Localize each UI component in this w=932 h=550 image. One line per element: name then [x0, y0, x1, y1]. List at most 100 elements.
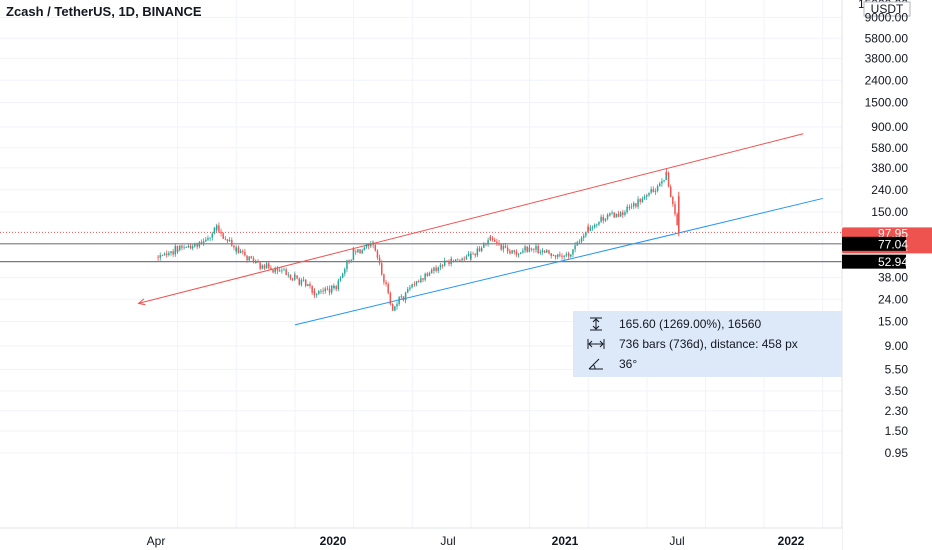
trend-channel[interactable] [137, 133, 823, 326]
candle-body [611, 212, 613, 214]
candle-body [179, 245, 181, 250]
candle-body [313, 290, 316, 296]
candle-body [285, 269, 287, 275]
angle-icon [588, 358, 603, 370]
candle-body [563, 255, 565, 257]
candle-body [296, 275, 298, 279]
candle-body [170, 251, 172, 253]
price-axis[interactable]: 15000.00USDT9000.005800.003800.002400.00… [841, 0, 932, 550]
candle-body [333, 286, 335, 288]
candle-body [237, 247, 240, 254]
level-badge[interactable] [842, 254, 906, 269]
price-tick-label: 24.00 [878, 292, 908, 306]
candle-body [498, 243, 500, 245]
price-axis-bg [842, 0, 932, 550]
price-tick-label: 9.00 [885, 339, 909, 353]
candle-body [202, 241, 205, 244]
candle-body [374, 245, 377, 251]
candle-body [168, 252, 170, 255]
candle-body [624, 212, 626, 215]
candle-body [235, 247, 238, 252]
candle-body [320, 290, 322, 292]
candle-body [539, 252, 542, 253]
time-tick-label: Apr [147, 534, 166, 548]
candle-body [268, 263, 270, 268]
candle-body [641, 198, 644, 202]
candle-body [350, 260, 352, 263]
measure-price-row: 165.60 (1269.00%), 16560 [573, 314, 761, 334]
horizontal-levels[interactable] [0, 243, 842, 263]
candle-body [600, 216, 602, 222]
candle-body [396, 303, 398, 307]
candle-body [318, 290, 320, 295]
candle-body [567, 253, 570, 257]
candle-body [574, 245, 576, 250]
symbol-title[interactable]: Zcash / TetherUS, 1D, BINANCE [6, 4, 202, 19]
candle-body [411, 284, 413, 286]
candle-body [242, 250, 244, 252]
candle-body [528, 247, 531, 250]
price-tick-label: 38.00 [878, 270, 908, 284]
candle-body [448, 261, 450, 264]
candle-body [341, 273, 344, 278]
candle-body [585, 232, 587, 236]
candle-body [330, 285, 333, 293]
time-tick-label: Jul [669, 534, 684, 548]
candle-body [435, 267, 437, 271]
candle-body [355, 251, 357, 253]
candle-body [589, 227, 592, 231]
candle-body [302, 279, 305, 281]
candle-body [420, 278, 422, 283]
candle-body [387, 283, 389, 294]
candle-body [676, 213, 678, 226]
candle-body [359, 249, 361, 254]
candle-body [502, 246, 505, 250]
level-badge[interactable] [842, 236, 906, 251]
candle-body [259, 262, 261, 269]
candle-body [176, 249, 179, 252]
price-tick-label: 0.95 [885, 446, 909, 460]
candle-body [474, 253, 476, 256]
candle-body [265, 263, 268, 269]
candle-body [389, 293, 392, 305]
candle-body [483, 243, 485, 248]
time-axis[interactable]: Apr 2020 Jul 2021 Jul 2022 [0, 527, 842, 550]
candle-body [665, 172, 667, 181]
candle-body [617, 213, 620, 217]
candle-body [352, 249, 355, 252]
candle-body [159, 255, 161, 258]
candle-body [181, 245, 183, 248]
candle-body [252, 258, 255, 263]
price-tick-label: 900.00 [871, 120, 908, 134]
currency-box[interactable] [863, 1, 911, 17]
candle-body [233, 245, 235, 248]
measure-bars: 736 bars (736d), distance: 458 px [619, 337, 798, 351]
candle-body [250, 256, 253, 259]
currency-label[interactable]: USDT [871, 2, 904, 16]
candle-body [609, 213, 611, 216]
candle-body [291, 278, 294, 280]
candle-body [522, 250, 524, 253]
candle-body [270, 267, 272, 270]
candle-body [315, 294, 318, 296]
candle-body [591, 227, 594, 229]
candle-body [402, 296, 405, 301]
candle-body [244, 251, 246, 256]
candle-body [580, 237, 583, 242]
channel-upper-line[interactable] [138, 133, 804, 304]
candle-body [191, 246, 194, 249]
candle-body [337, 280, 340, 290]
candle-body [365, 243, 368, 248]
candle-body [504, 246, 507, 248]
candle-body [324, 288, 326, 292]
candle-body [674, 204, 676, 214]
candle-body [613, 212, 615, 218]
candle-body [383, 274, 385, 283]
candle-body [646, 195, 648, 197]
candle-body [226, 239, 229, 242]
channel-lower-line[interactable] [294, 197, 823, 326]
candle-body [476, 248, 479, 256]
candle-body [348, 260, 350, 263]
candle-body [506, 247, 509, 252]
